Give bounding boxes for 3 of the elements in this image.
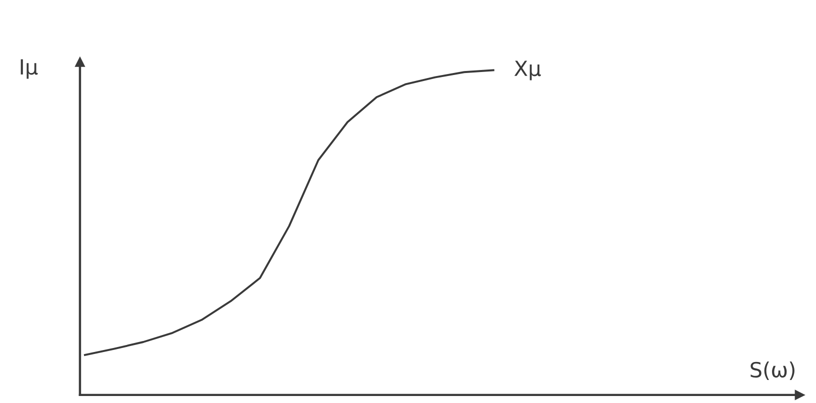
series-label: Xμ — [514, 60, 541, 80]
x-axis-title: S(ω) — [750, 361, 794, 380]
y-axis-title: Iμ — [20, 59, 38, 79]
